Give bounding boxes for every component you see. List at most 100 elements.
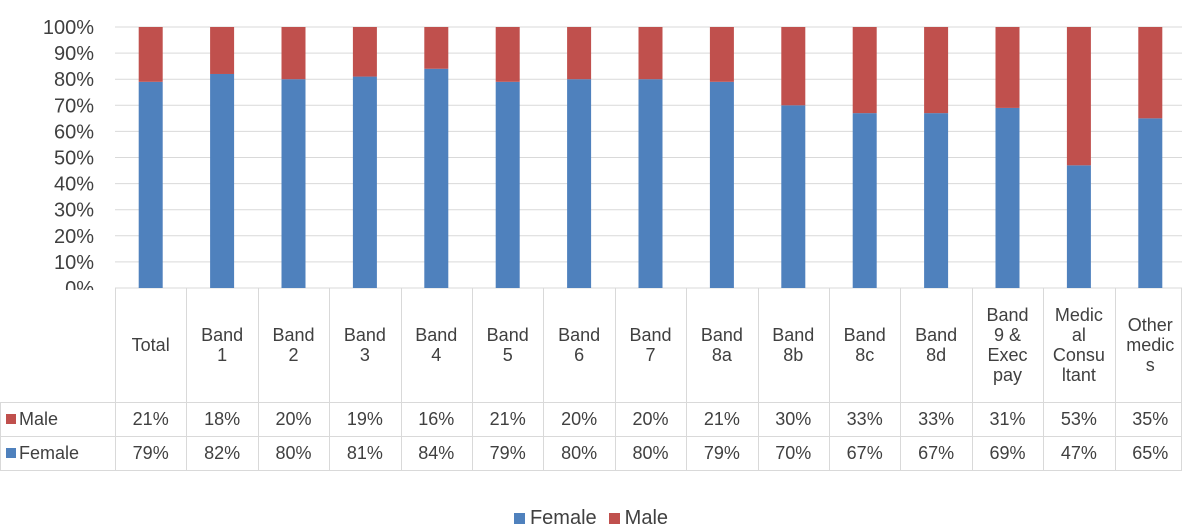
- category-label: Band 1: [186, 288, 257, 402]
- bar-segment-female: [924, 113, 949, 288]
- table-border: [757, 288, 759, 470]
- y-tick-label: 10%: [54, 252, 94, 274]
- category-label: Band 4: [401, 288, 472, 402]
- bar-segment-female: [638, 79, 663, 288]
- bar-segment-male: [424, 27, 449, 69]
- category-label-text: Band 2: [272, 325, 315, 365]
- bar-segment-female: [709, 81, 734, 288]
- bar-segment-female: [567, 79, 592, 288]
- y-tick-label: 70%: [54, 95, 94, 117]
- category-label: Band 6: [543, 288, 614, 402]
- table-border: [186, 288, 188, 470]
- table-border: [1114, 288, 1116, 470]
- table-border: [400, 288, 402, 470]
- table-value-female: 80%: [632, 442, 669, 463]
- y-tick-label: 60%: [54, 121, 94, 143]
- legend-label: Male: [624, 507, 669, 529]
- category-label: Band 3: [329, 288, 400, 402]
- category-label: Band 8a: [686, 288, 757, 402]
- category-label: Band 7: [615, 288, 686, 402]
- table-value-female: 70%: [775, 442, 812, 463]
- table-border: [614, 288, 616, 470]
- bar-segment-male: [781, 27, 806, 106]
- category-label-text: Band 7: [629, 325, 672, 365]
- table-row-header-female: Female: [6, 436, 79, 470]
- table-border: [257, 288, 259, 470]
- category-label: Band 9 & Exec pay: [972, 288, 1043, 402]
- series-name: Female: [19, 442, 80, 463]
- bar-segment-male: [495, 27, 520, 82]
- category-label-text: Band 4: [415, 325, 458, 365]
- table-value-female: 79%: [489, 442, 526, 463]
- bar-segment-male: [924, 27, 949, 114]
- category-label-text: Band 8b: [772, 325, 815, 365]
- table-value-female: 84%: [418, 442, 455, 463]
- bar-segment-male: [210, 27, 235, 74]
- table-value-male: 20%: [632, 408, 669, 429]
- category-label-text: Band 8c: [843, 325, 886, 365]
- table-value-male: 21%: [132, 408, 169, 429]
- table-value-male: 33%: [918, 408, 955, 429]
- bar-segment-male: [852, 27, 877, 114]
- table-border: [0, 402, 1182, 403]
- table-value-female: 79%: [132, 442, 169, 463]
- table-value-female: 79%: [703, 442, 740, 463]
- table-value-female: 82%: [204, 442, 241, 463]
- table-value-female: 67%: [918, 442, 955, 463]
- table-value-male: 19%: [346, 408, 383, 429]
- y-tick-label: 20%: [54, 226, 94, 248]
- category-label-text: Total: [131, 335, 170, 355]
- bar-segment-male: [352, 27, 377, 77]
- bar-segment-male: [1138, 27, 1163, 119]
- legend-label: Female: [529, 507, 597, 529]
- table-border: [971, 288, 973, 470]
- table-value-female: 69%: [989, 442, 1026, 463]
- table-value-male: 53%: [1060, 408, 1097, 429]
- table-border: [472, 288, 473, 470]
- category-label: Other medic s: [1115, 288, 1182, 402]
- category-label: Band 8d: [900, 288, 971, 402]
- category-label-text: Band 8a: [700, 325, 743, 365]
- legend-item-female: Female: [513, 507, 597, 530]
- category-label-text: Other medic s: [1126, 315, 1175, 375]
- bar-segment-male: [567, 27, 592, 80]
- table-border: [686, 288, 688, 470]
- category-label-text: Medic al Consu ltant: [1052, 305, 1105, 385]
- legend-swatch: [513, 513, 525, 524]
- bar-segment-male: [638, 27, 663, 80]
- category-label: Band 5: [472, 288, 543, 402]
- table-value-female: 65%: [1132, 442, 1169, 463]
- table-value-male: 18%: [204, 408, 241, 429]
- bar-segment-female: [210, 73, 235, 288]
- table-value-female: 80%: [275, 442, 312, 463]
- y-tick-label: 80%: [54, 69, 94, 91]
- table-border: [115, 288, 116, 470]
- category-label: Band 8b: [758, 288, 829, 402]
- table-border: [0, 436, 1182, 437]
- table-border: [829, 288, 830, 470]
- series-name: Male: [19, 408, 59, 429]
- bar-segment-female: [781, 105, 806, 288]
- chart-data-table: Total Band 1 Band 2 Band 3 Band 4 Band 5 Band …: [0, 288, 1182, 471]
- bar-segment-female: [352, 76, 377, 288]
- category-label: Band 8c: [829, 288, 900, 402]
- table-value-male: 16%: [418, 408, 455, 429]
- category-label-text: Band 1: [201, 325, 244, 365]
- bar-segment-male: [138, 27, 163, 82]
- bar-segment-female: [424, 68, 449, 288]
- bar-segment-female: [1066, 165, 1091, 288]
- y-tick-label: 40%: [54, 174, 94, 196]
- bar-segment-male: [709, 27, 734, 82]
- table-value-male: 33%: [846, 408, 883, 429]
- category-label-text: Band 6: [558, 325, 601, 365]
- bar-segment-female: [1138, 118, 1163, 288]
- table-value-male: 31%: [989, 408, 1026, 429]
- category-label-text: Band 5: [486, 325, 529, 365]
- bar-segment-male: [1066, 27, 1091, 166]
- table-border: [0, 402, 1, 470]
- y-tick-label: 30%: [54, 200, 94, 222]
- table-border: [543, 288, 545, 470]
- chart-legend: Female Male: [0, 507, 1182, 530]
- table-value-female: 47%: [1060, 442, 1097, 463]
- chart-plot-area: 0% 10% 20% 30% 40% 50% 60% 70% 80% 90% 100%: [43, 17, 1182, 290]
